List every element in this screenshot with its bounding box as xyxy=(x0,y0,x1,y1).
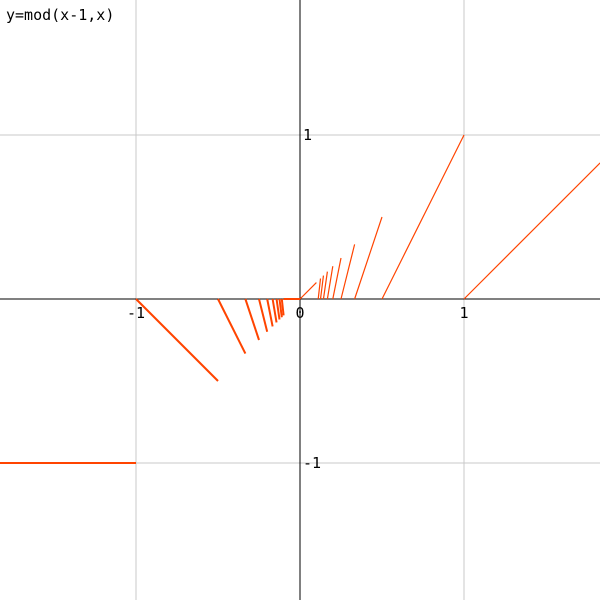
series-segment xyxy=(326,266,334,300)
series-segment xyxy=(317,278,322,300)
series-segment xyxy=(332,257,342,300)
x-tick-label: 0 xyxy=(295,304,304,322)
series-segment xyxy=(319,275,325,300)
series-segment xyxy=(266,298,274,327)
series-segment xyxy=(463,162,600,300)
y-tick-label: -1 xyxy=(303,454,321,472)
series-segment xyxy=(244,298,260,341)
series-segment xyxy=(135,298,219,382)
x-tick-label: 1 xyxy=(459,304,468,322)
series-segment xyxy=(271,298,278,323)
series-segment xyxy=(381,134,465,300)
series-segment xyxy=(299,282,317,300)
series-segment xyxy=(258,298,269,333)
data-series xyxy=(0,134,600,464)
series-segment xyxy=(340,244,356,300)
tick-labels: -1 0 1 1 -1 xyxy=(127,126,469,472)
series-segment xyxy=(354,216,383,300)
chart-title: y=mod(x-1,x) xyxy=(6,6,115,24)
series-segment xyxy=(217,298,247,355)
series-segment xyxy=(322,271,328,300)
series-segment xyxy=(280,298,285,316)
series-segment xyxy=(278,298,283,318)
y-tick-label: 1 xyxy=(303,126,312,144)
x-tick-label: -1 xyxy=(127,304,145,322)
series-segment xyxy=(275,298,281,320)
